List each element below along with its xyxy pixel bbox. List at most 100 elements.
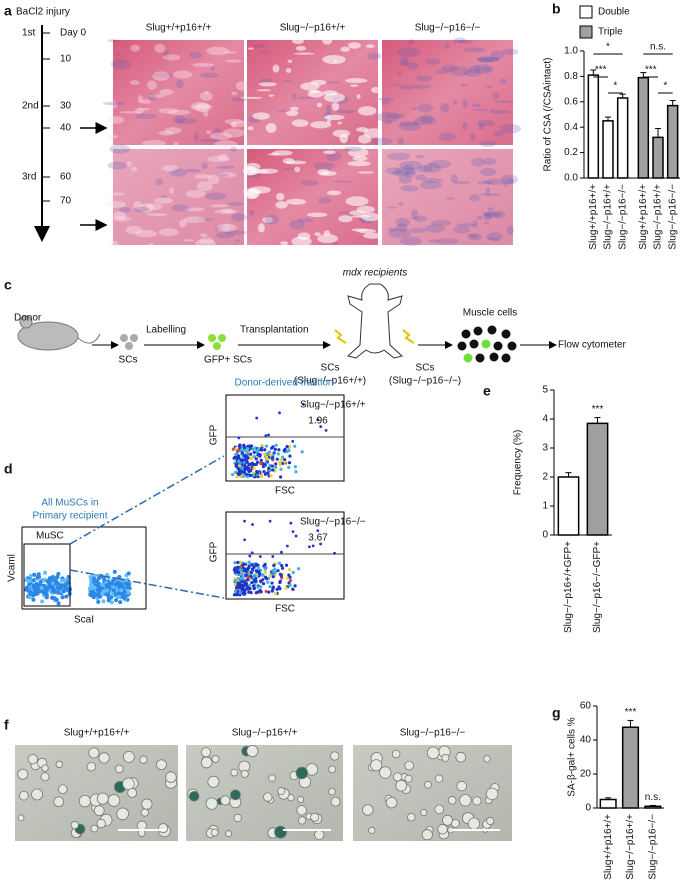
tissue-texture xyxy=(413,116,437,126)
recipient-mouse xyxy=(346,283,404,359)
bar xyxy=(586,422,609,536)
tissue-texture xyxy=(283,79,292,83)
gfp-cell xyxy=(208,334,216,342)
tissue-texture xyxy=(167,109,191,115)
x-tick-label: Slug−/−p16+/+ xyxy=(625,814,636,880)
mouse-ear xyxy=(19,315,33,329)
tissue-texture xyxy=(109,192,125,196)
muscle-cell xyxy=(473,326,483,336)
tissue-texture xyxy=(244,167,259,176)
y-tick-label: 0.8 xyxy=(564,71,578,82)
histology-image xyxy=(382,149,513,245)
cell xyxy=(116,807,130,821)
tissue-texture xyxy=(413,215,428,222)
tissue-texture xyxy=(486,232,503,242)
y-tick-label: 0 xyxy=(585,803,591,814)
flow-dot xyxy=(267,590,271,594)
tissue-texture xyxy=(485,85,493,88)
cell xyxy=(240,769,249,778)
tissue-texture xyxy=(337,121,342,125)
tissue-texture xyxy=(105,200,127,208)
flow-dot xyxy=(273,570,277,574)
tissue-texture xyxy=(347,148,369,158)
flow-dot xyxy=(63,578,68,583)
flow-dot xyxy=(36,572,41,577)
mouse-tail xyxy=(77,333,101,344)
tissue-texture xyxy=(264,214,279,225)
flow-dot xyxy=(233,583,238,587)
tissue-texture xyxy=(214,226,220,231)
tissue-texture xyxy=(293,52,315,55)
tissue-texture xyxy=(169,187,174,194)
percent-label: 3.67 xyxy=(308,533,328,544)
tissue-texture xyxy=(222,128,245,138)
tissue-texture xyxy=(118,207,132,213)
tissue-texture xyxy=(404,171,416,178)
flow-dot xyxy=(256,563,260,567)
cell xyxy=(434,804,445,815)
axis-label: GFP xyxy=(209,541,220,562)
flow-dot xyxy=(235,593,239,597)
step-label: Transplantation xyxy=(240,325,309,336)
flow-dot xyxy=(234,463,238,467)
flow-dot xyxy=(249,457,254,461)
flow-dot xyxy=(288,583,292,587)
flow-dot xyxy=(260,573,264,577)
tissue-texture xyxy=(416,165,433,173)
flow-dot xyxy=(42,591,47,596)
flow-dot xyxy=(233,589,238,594)
tissue-texture xyxy=(503,180,508,187)
flow-dot xyxy=(291,570,295,575)
tissue-texture xyxy=(339,133,349,144)
flow-dot xyxy=(242,562,246,566)
tissue-texture xyxy=(493,210,506,219)
tissue-texture xyxy=(141,139,166,148)
x-tick-label: Slug−/−p16−/− xyxy=(617,184,628,250)
flow-dot xyxy=(237,586,241,590)
tissue-texture xyxy=(310,121,332,129)
tissue-texture xyxy=(179,219,187,228)
tissue-texture xyxy=(146,203,163,211)
flow-dot xyxy=(280,550,283,554)
y-tick-label: 0.4 xyxy=(564,122,578,133)
tissue-texture xyxy=(135,229,157,238)
flow-dot xyxy=(115,595,120,600)
image-title: Slug−/−p16−/− xyxy=(400,728,466,739)
tissue-texture xyxy=(223,51,238,54)
flow-dot xyxy=(124,582,129,587)
cell xyxy=(125,342,133,350)
bar xyxy=(644,805,662,809)
tissue-texture xyxy=(268,153,280,156)
cell xyxy=(123,750,135,763)
tissue-texture xyxy=(478,57,494,63)
y-tick-label: 3 xyxy=(542,443,548,454)
tissue-texture xyxy=(453,226,471,234)
flow-dot xyxy=(237,454,241,458)
day-label: Day 0 xyxy=(60,28,87,39)
tissue-texture xyxy=(331,180,353,183)
tissue-texture xyxy=(246,188,260,199)
flow-dot xyxy=(259,458,263,462)
tissue-texture xyxy=(276,109,290,112)
tissue-texture xyxy=(378,97,395,101)
cell xyxy=(459,794,472,807)
cell xyxy=(141,798,153,810)
tissue-texture xyxy=(196,181,213,192)
tissue-texture xyxy=(400,236,422,246)
tissue-texture xyxy=(213,127,221,137)
flow-dot xyxy=(278,460,282,464)
flow-dot xyxy=(253,573,257,577)
tissue-texture xyxy=(470,108,490,111)
tissue-texture xyxy=(406,62,419,70)
tissue-texture xyxy=(203,109,209,118)
flow-dot xyxy=(256,447,261,451)
column-header: Slug−/−p16+/+ xyxy=(280,23,346,34)
tissue-texture xyxy=(467,233,482,241)
tissue-texture xyxy=(372,137,393,146)
tissue-texture xyxy=(256,89,271,92)
cell xyxy=(404,774,413,783)
flow-dot xyxy=(268,574,272,578)
tissue-texture xyxy=(450,174,459,184)
flow-dot xyxy=(61,589,66,594)
cell xyxy=(423,780,432,789)
